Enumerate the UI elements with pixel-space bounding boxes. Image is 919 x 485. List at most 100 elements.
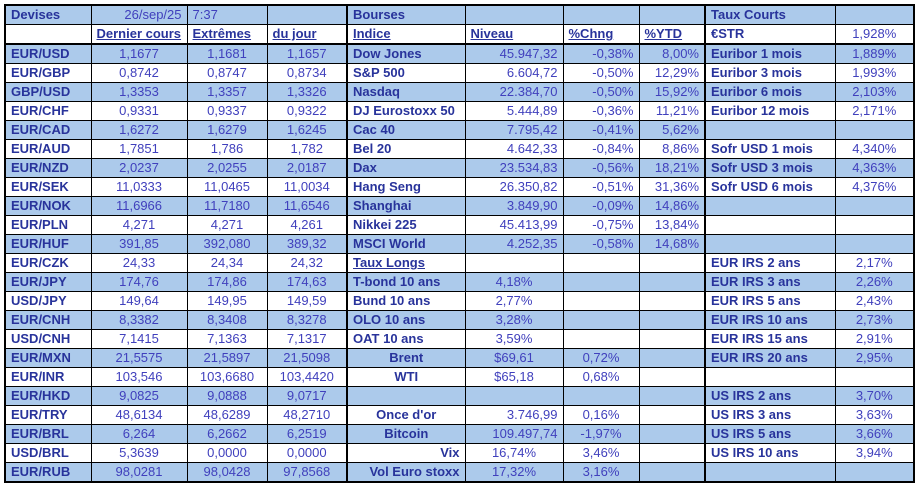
table-row: EUR/USD 1,1677 1,1681 1,1657 Dow Jones 45.947… (4, 43, 915, 64)
high-cell: 11,7180 (186, 196, 268, 216)
last-cell: 103,546 (90, 367, 188, 387)
low-cell: 21,5098 (266, 348, 348, 368)
pair-cell: EUR/BRL (4, 424, 92, 444)
table-row: EUR/MXN 21,5575 21,5897 21,5098 Brent $69,61 0… (4, 348, 915, 368)
high-cell: 1,786 (186, 139, 268, 159)
last-cell: 98,0281 (90, 462, 188, 483)
ytd-cell: 15,92% (638, 82, 706, 102)
col-extremes: Extrêmes (186, 24, 268, 45)
empty-cell (562, 253, 640, 273)
estr-label: €STR (704, 24, 836, 45)
indice-cell: MSCI World (346, 234, 466, 254)
empty-cell (562, 272, 640, 292)
niveau-cell: 45.947,32 (464, 43, 564, 64)
rate-value-cell: 3,63% (834, 405, 915, 425)
col-dernier-cours: Dernier cours (90, 24, 188, 45)
rate-label-cell: Euribor 6 mois (704, 82, 836, 102)
empty-cell (638, 443, 706, 463)
col-du-jour: du jour (266, 24, 348, 45)
low-cell: 0,0000 (266, 443, 348, 463)
indice-cell: Bel 20 (346, 139, 466, 159)
low-cell: 149,59 (266, 291, 348, 311)
high-cell: 0,8747 (186, 63, 268, 83)
indice-cell: Dax (346, 158, 466, 178)
low-cell: 7,1317 (266, 329, 348, 349)
low-cell: 2,0187 (266, 158, 348, 178)
section-taux-courts: Taux Courts (704, 4, 836, 25)
low-cell: 24,32 (266, 253, 348, 273)
indice-cell: Brent (346, 348, 466, 368)
rate-label-cell: Sofr USD 1 mois (704, 139, 836, 159)
empty-cell (562, 386, 640, 406)
chng-cell: -0,50% (562, 82, 640, 102)
low-cell: 1,1657 (266, 43, 348, 64)
table-row: EUR/CHF 0,9331 0,9337 0,9322 DJ Eurostoxx 50… (4, 101, 915, 121)
empty-cell (638, 424, 706, 444)
pair-cell: EUR/CZK (4, 253, 92, 273)
last-cell: 149,64 (90, 291, 188, 311)
empty-cell (704, 120, 836, 140)
chng-cell: 0,72% (562, 348, 640, 368)
col-chng: %Chng (562, 24, 640, 45)
rate-label-cell: US IRS 3 ans (704, 405, 836, 425)
chng-cell: 0,16% (562, 405, 640, 425)
rate-label-cell: EUR IRS 10 ans (704, 310, 836, 330)
col-niveau: Niveau (464, 24, 564, 45)
last-cell: 6,264 (90, 424, 188, 444)
empty-cell (704, 234, 836, 254)
empty-cell (638, 386, 706, 406)
high-cell: 0,9337 (186, 101, 268, 121)
chng-cell: -1,97% (562, 424, 640, 444)
rate-value-cell: 3,94% (834, 443, 915, 463)
rate-value-cell: 2,91% (834, 329, 915, 349)
ytd-cell: 31,36% (638, 177, 706, 197)
pair-cell: USD/CNH (4, 329, 92, 349)
empty-cell (562, 291, 640, 311)
niveau-cell: 3,28% (464, 310, 564, 330)
niveau-cell: $69,61 (464, 348, 564, 368)
empty-cell (704, 215, 836, 235)
rate-label-cell: US IRS 5 ans (704, 424, 836, 444)
niveau-cell: 3,59% (464, 329, 564, 349)
pair-cell: GBP/USD (4, 82, 92, 102)
rate-value-cell: 1,993% (834, 63, 915, 83)
ytd-cell: 11,21% (638, 101, 706, 121)
rate-label-cell: EUR IRS 2 ans (704, 253, 836, 273)
table-row: EUR/INR 103,546 103,6680 103,4420 WTI $65,18 0… (4, 367, 915, 387)
pair-cell: EUR/CHF (4, 101, 92, 121)
last-cell: 11,0333 (90, 177, 188, 197)
table-row: EUR/NOK 11,6966 11,7180 11,6546 Shanghai 3.84… (4, 196, 915, 216)
empty-cell (4, 24, 92, 45)
chng-cell: -0,50% (562, 63, 640, 83)
rate-value-cell: 2,17% (834, 253, 915, 273)
empty-cell (638, 405, 706, 425)
chng-cell: -0,84% (562, 139, 640, 159)
table-row: EUR/CAD 1,6272 1,6279 1,6245 Cac 40 7.795,42-… (4, 120, 915, 140)
rate-value-cell: 4,340% (834, 139, 915, 159)
section-bourses: Bourses (346, 4, 466, 25)
table-row: EUR/AUD 1,7851 1,786 1,782 Bel 20 4.642,33 -0,… (4, 139, 915, 159)
pair-cell: EUR/GBP (4, 63, 92, 83)
pair-cell: EUR/MXN (4, 348, 92, 368)
rate-value-cell: 3,70% (834, 386, 915, 406)
empty-cell (638, 329, 706, 349)
last-cell: 1,1677 (90, 43, 188, 64)
empty-cell (464, 386, 564, 406)
empty-cell (834, 196, 915, 216)
indice-cell: T-bond 10 ans (346, 272, 466, 292)
empty-cell (638, 348, 706, 368)
table-row: USD/JPY 149,64 149,95 149,59 Bund 10 ans 2,77… (4, 291, 915, 311)
pair-cell: EUR/CNH (4, 310, 92, 330)
rate-label-cell: EUR IRS 3 ans (704, 272, 836, 292)
ytd-cell: 13,84% (638, 215, 706, 235)
empty-cell (464, 4, 564, 25)
table-row: USD/BRL 5,3639 0,0000 0,0000 Vix 16,74% 3,46% U… (4, 443, 915, 463)
last-cell: 4,271 (90, 215, 188, 235)
rate-value-cell: 2,103% (834, 82, 915, 102)
high-cell: 392,080 (186, 234, 268, 254)
high-cell: 1,3357 (186, 82, 268, 102)
high-cell: 98,0428 (186, 462, 268, 483)
niveau-cell: 4.642,33 (464, 139, 564, 159)
niveau-cell: 3.746,99 (464, 405, 564, 425)
low-cell: 8,3278 (266, 310, 348, 330)
